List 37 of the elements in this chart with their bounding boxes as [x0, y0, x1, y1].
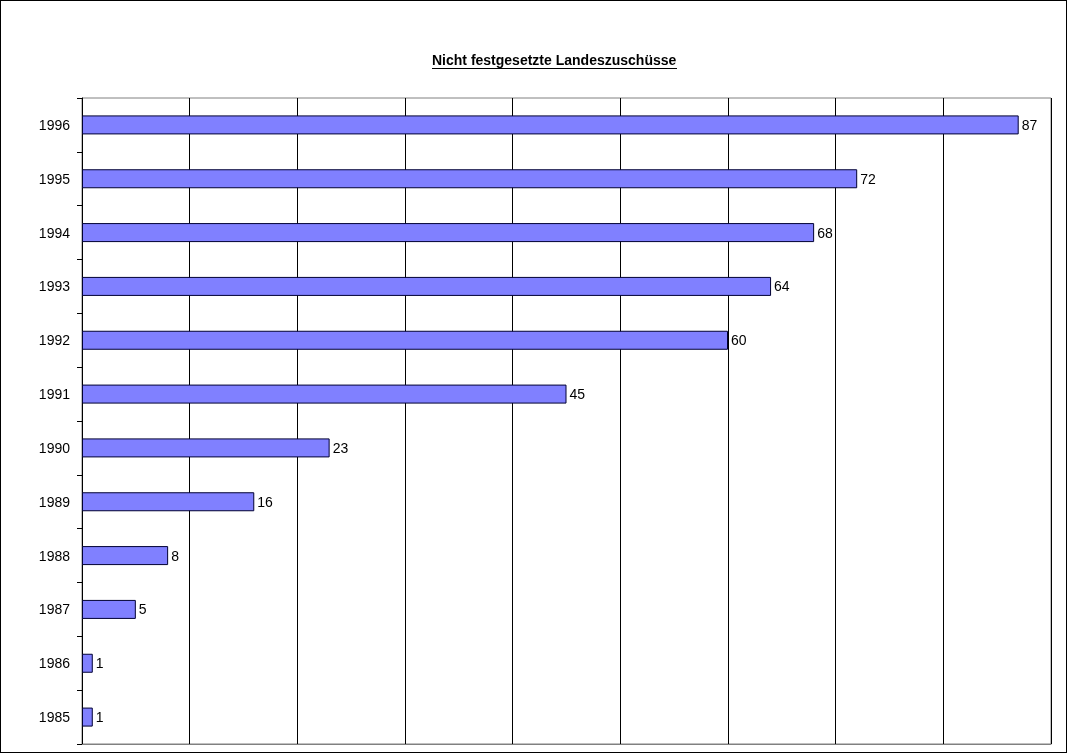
y-tick-label: 1993	[38, 278, 71, 295]
y-tick-label: 1988	[38, 547, 71, 564]
bar	[82, 599, 136, 619]
y-tick-label: 1985	[38, 709, 71, 726]
bar	[82, 276, 772, 296]
data-label: 60	[731, 332, 747, 349]
bar	[82, 546, 169, 566]
data-label: 1	[95, 709, 104, 726]
y-tick-label: 1994	[38, 224, 71, 241]
data-label: 68	[817, 224, 833, 241]
bar	[82, 384, 567, 404]
data-label: 64	[774, 278, 790, 295]
data-label: 8	[171, 547, 180, 564]
chart-title: Nicht festgesetzte Landeszuschüsse	[432, 52, 677, 68]
bar	[82, 492, 255, 512]
data-label: 72	[860, 170, 876, 187]
data-label: 45	[569, 386, 586, 403]
y-tick-label: 1996	[38, 116, 71, 133]
y-tick-label: 1992	[38, 332, 71, 349]
bar	[82, 115, 1019, 135]
y-tick-label: 1986	[38, 655, 71, 672]
bar	[82, 438, 330, 458]
data-label: 5	[138, 601, 147, 618]
bar	[82, 330, 728, 350]
bar	[82, 707, 93, 727]
y-tick-label: 1995	[38, 170, 71, 187]
y-tick-label: 1989	[38, 493, 71, 510]
data-label: 16	[257, 493, 274, 510]
data-label: 1	[95, 655, 104, 672]
data-label: 23	[332, 439, 349, 456]
bar	[82, 653, 93, 673]
y-tick-label: 1991	[38, 386, 71, 403]
y-tick-label: 1990	[38, 439, 71, 456]
data-label: 87	[1021, 116, 1038, 133]
bar	[82, 223, 815, 243]
bar	[82, 169, 858, 189]
y-tick-label: 1987	[38, 601, 71, 618]
